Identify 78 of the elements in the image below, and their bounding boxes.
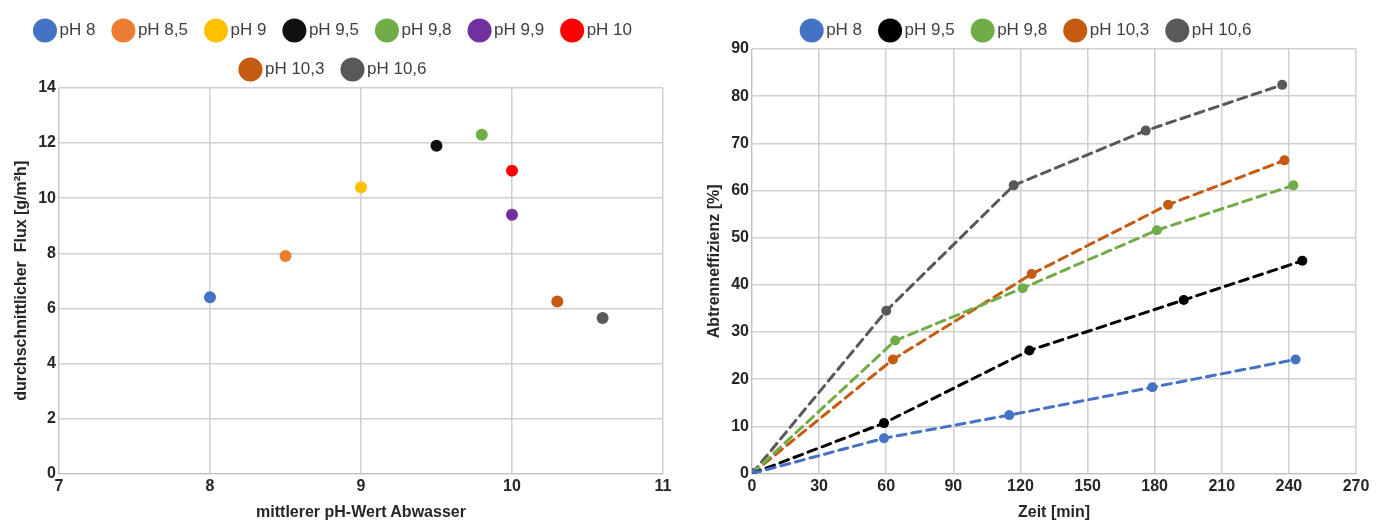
point (596, 311, 609, 324)
x-axis-title: mittlerer pH-Wert Abwasser (256, 502, 466, 520)
y-tick-label: 4 (47, 353, 57, 371)
x-tick-label: 8 (205, 476, 215, 494)
legend-label: pH 8 (59, 20, 96, 40)
legend-label: pH 10,3 (264, 59, 325, 79)
legend-label: pH 8,5 (137, 20, 188, 40)
y-tick-label: 10 (731, 416, 750, 434)
y-tick-label: 14 (38, 78, 57, 96)
x-tick-label: 11 (654, 476, 672, 494)
point (1178, 294, 1189, 305)
y-tick-label: 30 (731, 322, 750, 340)
legend-label: pH 9,5 (308, 20, 359, 40)
legend-label: pH 9,8 (401, 20, 452, 40)
legend-label: pH 8 (826, 20, 863, 40)
y-tick-label: 80 (731, 86, 750, 104)
point (1004, 410, 1015, 421)
x-tick-label: 210 (1208, 476, 1236, 494)
y-tick-label: 6 (47, 298, 57, 316)
y-tick-label: 10 (38, 188, 57, 206)
point (878, 418, 889, 429)
legend-label: pH 10,3 (1089, 20, 1150, 40)
y-tick-label: 2 (47, 408, 57, 426)
legend-label: pH 9,8 (997, 20, 1048, 40)
x-tick-label: 90 (944, 476, 963, 494)
point (551, 295, 564, 308)
x-tick-label: 9 (356, 476, 366, 494)
point (1288, 180, 1299, 191)
point (1163, 199, 1174, 210)
point (279, 250, 292, 263)
point (204, 291, 216, 304)
legend-label: pH 9,9 (494, 20, 545, 40)
y-tick-label: 50 (731, 228, 750, 246)
y-tick-label: 60 (731, 180, 750, 198)
x-tick-label: 240 (1275, 476, 1303, 494)
point (1279, 155, 1290, 166)
point (506, 208, 518, 221)
x-tick-label: 60 (877, 476, 896, 494)
legend-label: pH 10,6 (367, 59, 427, 79)
x-tick-label: 120 (1007, 476, 1034, 494)
point (430, 139, 443, 152)
x-tick-label: 180 (1141, 476, 1169, 494)
x-axis-title: Zeit [min] (1018, 502, 1090, 520)
y-tick-label: 40 (731, 275, 750, 293)
x-tick-label: 270 (1342, 476, 1370, 494)
legend-label: pH 10,6 (1191, 20, 1252, 40)
point (890, 335, 901, 346)
y-axis-title: durchschnittlicher Flux [g/m²h] (12, 160, 30, 401)
legend-label: pH 9,5 (904, 20, 955, 40)
x-tick-label: 150 (1074, 476, 1101, 494)
y-axis-title: Abtrenneffizienz [%] (705, 184, 723, 339)
point (1297, 255, 1308, 266)
legend-label: pH 10 (586, 20, 633, 40)
x-tick-label: 10 (503, 476, 521, 494)
point (1151, 225, 1162, 236)
point (881, 305, 892, 316)
point (887, 354, 898, 365)
point (355, 181, 367, 194)
x-tick-label: 30 (810, 476, 829, 494)
point (1147, 382, 1158, 393)
point (1026, 269, 1037, 280)
point (1277, 79, 1288, 90)
y-tick-label: 90 (731, 39, 750, 57)
y-tick-label: 8 (47, 243, 57, 261)
point (1140, 125, 1151, 136)
x-tick-label: 7 (54, 476, 64, 494)
point (1017, 283, 1028, 294)
point (1008, 180, 1019, 191)
point (475, 128, 488, 141)
point (878, 433, 889, 444)
y-tick-label: 0 (47, 464, 57, 482)
point (1024, 345, 1035, 356)
y-tick-label: 20 (731, 369, 750, 387)
point (1290, 354, 1301, 365)
point (506, 164, 518, 177)
legend-label: pH 9 (230, 20, 267, 40)
y-tick-label: 70 (731, 133, 750, 151)
y-tick-label: 12 (38, 133, 57, 151)
